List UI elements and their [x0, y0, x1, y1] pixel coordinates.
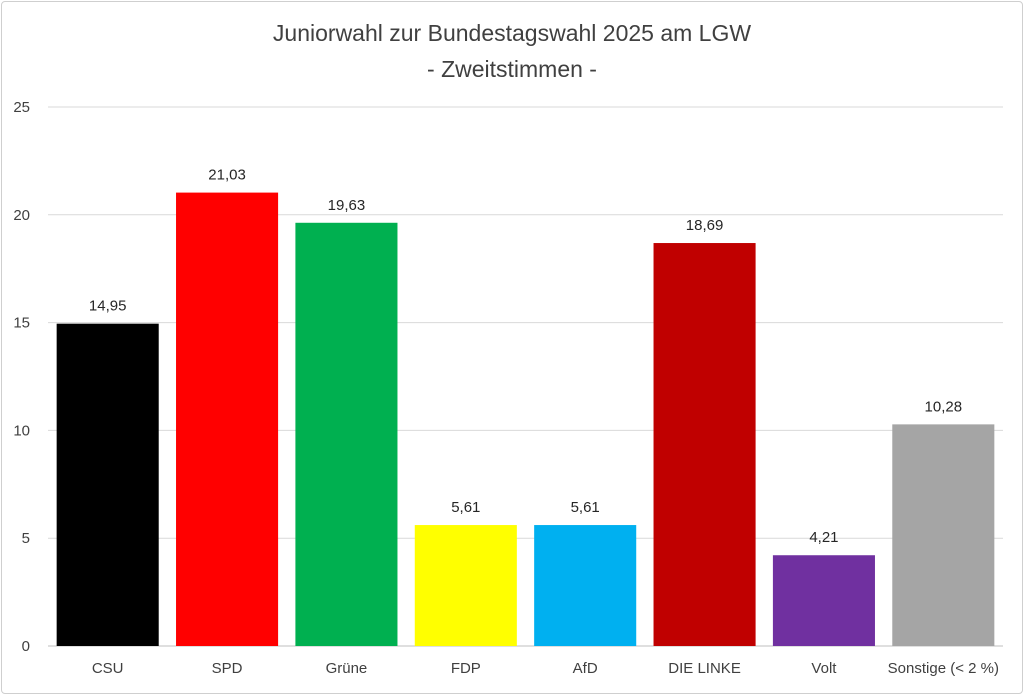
y-tick-label: 20 — [13, 207, 30, 224]
bars — [56, 192, 995, 647]
x-tick-label: CSU — [92, 660, 124, 677]
data-label: 14,95 — [89, 298, 127, 315]
chart-subtitle: - Zweitstimmen - — [427, 56, 597, 82]
y-tick-label: 5 — [22, 530, 30, 547]
data-label: 19,63 — [328, 197, 366, 214]
data-labels: 14,95 21,03 19,63 5,61 5,61 18,69 4,21 10,28 — [89, 167, 962, 547]
y-axis: 0 5 10 15 20 25 — [13, 99, 30, 655]
data-label: 5,61 — [451, 499, 480, 516]
data-label: 5,61 — [571, 499, 600, 516]
bar — [772, 555, 875, 646]
x-axis: CSU SPD Grüne FDP AfD DIE LINKE Volt Sonstige (… — [92, 660, 999, 677]
bar — [414, 525, 517, 646]
x-tick-label: AfD — [573, 660, 598, 677]
x-tick-label: FDP — [451, 660, 481, 677]
data-label: 10,28 — [925, 398, 963, 415]
bar — [295, 222, 398, 646]
x-tick-label: DIE LINKE — [668, 660, 741, 677]
chart-title: Juniorwahl zur Bundestagswahl 2025 am LG… — [272, 20, 752, 46]
bar — [653, 243, 756, 647]
y-tick-label: 10 — [13, 422, 30, 439]
x-tick-label: Volt — [811, 660, 837, 677]
x-tick-label: SPD — [212, 660, 243, 677]
y-tick-label: 0 — [22, 638, 30, 655]
bar — [176, 192, 279, 646]
x-tick-label: Sonstige (< 2 %) — [888, 660, 999, 677]
bar — [534, 525, 637, 646]
x-tick-label: Grüne — [326, 660, 368, 677]
bar — [56, 323, 159, 646]
data-label: 18,69 — [686, 217, 724, 234]
y-tick-label: 15 — [13, 315, 30, 332]
bar — [892, 424, 995, 646]
data-label: 21,03 — [208, 167, 246, 184]
data-label: 4,21 — [809, 529, 838, 546]
y-tick-label: 25 — [13, 99, 30, 116]
